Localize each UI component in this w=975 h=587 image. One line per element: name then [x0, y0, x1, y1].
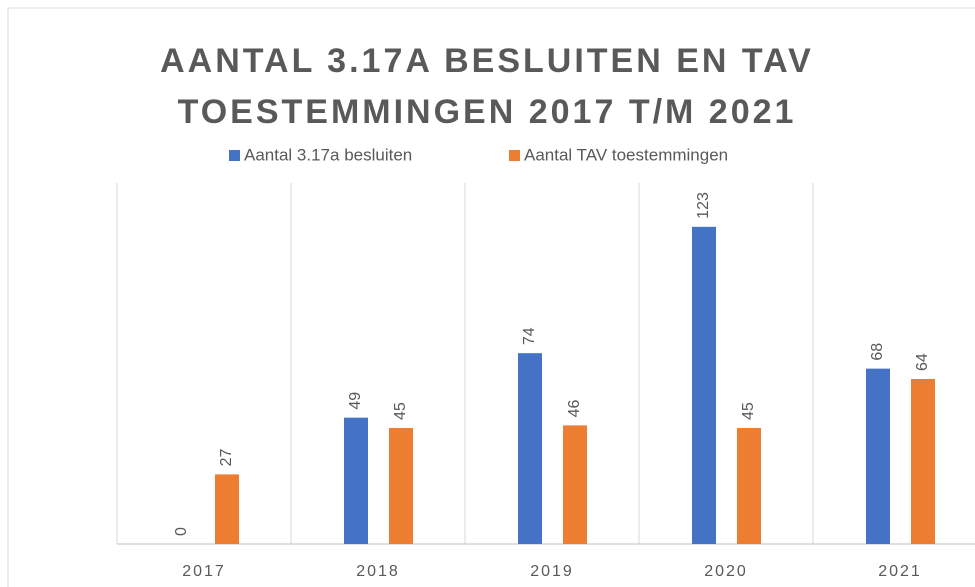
data-label: 123 — [695, 192, 712, 219]
data-label: 0 — [173, 527, 190, 536]
x-tick-label: 2018 — [356, 563, 400, 580]
bar — [692, 226, 716, 545]
bar — [911, 378, 935, 544]
x-tick-label: 2017 — [182, 563, 226, 580]
x-tick-label: 2021 — [878, 563, 922, 580]
chart-title: AANTAL 3.17A BESLUITEN EN TAV TOESTEMMIN… — [160, 42, 814, 131]
data-label: 45 — [740, 402, 757, 420]
bar — [737, 427, 761, 544]
x-tick-label: 2020 — [704, 563, 748, 580]
data-label: 46 — [566, 399, 583, 417]
bar — [518, 353, 542, 544]
data-label: 27 — [218, 448, 235, 466]
bar — [389, 427, 413, 544]
legend-label: Aantal 3.17a besluiten — [244, 145, 412, 164]
bar — [866, 368, 890, 544]
legend-swatch — [509, 150, 520, 161]
bar — [344, 417, 368, 544]
data-label: 68 — [869, 343, 886, 361]
data-label: 64 — [914, 353, 931, 371]
x-tick-label: 2019 — [530, 563, 574, 580]
data-label: 74 — [521, 327, 538, 345]
legend-label: Aantal TAV toestemmingen — [524, 145, 728, 164]
legend-swatch — [229, 150, 240, 161]
data-label: 49 — [347, 392, 364, 410]
bar — [215, 474, 239, 544]
data-label: 45 — [392, 402, 409, 420]
bar — [563, 425, 587, 544]
chart-frame — [7, 7, 975, 587]
